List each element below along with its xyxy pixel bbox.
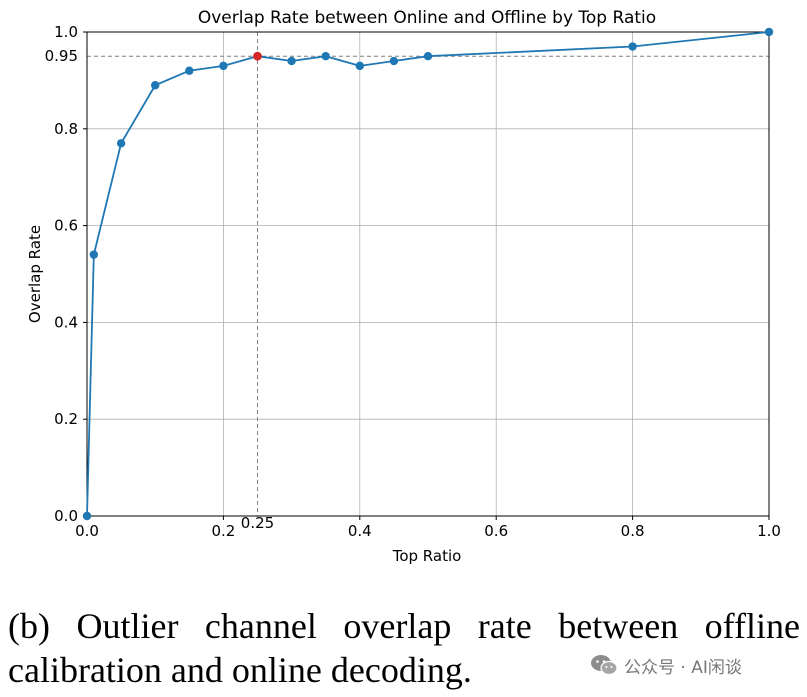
data-point: [287, 56, 296, 66]
y-tick-label: 0.2: [54, 410, 78, 428]
reference-lines: 0.95 0.25: [45, 32, 769, 532]
y-tick-label: 0.0: [54, 507, 78, 525]
axis-ticks: 0.0 0.2 0.4 0.6 0.8 1.0 0.0 0.2 0.4 0.6 0.8 1.0: [54, 23, 781, 540]
data-point: [219, 61, 228, 71]
x-tick-label: 0.2: [211, 522, 235, 540]
x-tick-label: 0.4: [348, 522, 372, 540]
series-line: [86, 31, 770, 517]
y-tick-label: 0.4: [54, 313, 78, 331]
data-point: [116, 139, 126, 148]
x-tick-label: 0.6: [484, 522, 508, 540]
data-point: [628, 42, 637, 51]
x-tick-label: 0.8: [621, 522, 645, 540]
x-tick-label: 0.0: [75, 522, 99, 540]
data-point: [423, 52, 433, 61]
x-axis-label: Top Ratio: [392, 547, 462, 565]
data-point: [82, 511, 92, 521]
data-series: [82, 27, 774, 521]
highlighted-data-point: [253, 51, 262, 61]
data-point: [89, 250, 99, 259]
figure-caption: (b) Outlier channel overlap rate between…: [8, 606, 800, 690]
reference-y-label: 0.95: [45, 47, 78, 65]
data-point: [321, 52, 330, 61]
wechat-icon: [591, 655, 618, 676]
data-point: [764, 27, 774, 37]
data-point: [151, 81, 160, 90]
data-point: [185, 66, 194, 75]
y-axis-label: Overlap Rate: [26, 225, 44, 323]
reference-x-label: 0.25: [241, 514, 274, 532]
watermark-text: 公众号 · AI闲谈: [624, 657, 742, 678]
overlap-rate-chart: 0.950.25 0.0 0.2 0.4 0.6 0.8 1.00.00.20.40.60…: [26, 8, 781, 565]
y-tick-label: 1.0: [54, 23, 78, 41]
grid: [86, 31, 770, 517]
x-tick-label: 1.0: [757, 522, 781, 540]
watermark: 公众号 · AI闲谈: [590, 652, 742, 678]
y-tick-label: 0.8: [54, 120, 78, 138]
axes-frame: [86, 31, 770, 517]
data-point: [389, 56, 399, 66]
y-tick-label: 0.6: [54, 217, 78, 235]
data-point: [355, 61, 364, 71]
chart-title: Overlap Rate between Online and Offline …: [198, 8, 656, 28]
